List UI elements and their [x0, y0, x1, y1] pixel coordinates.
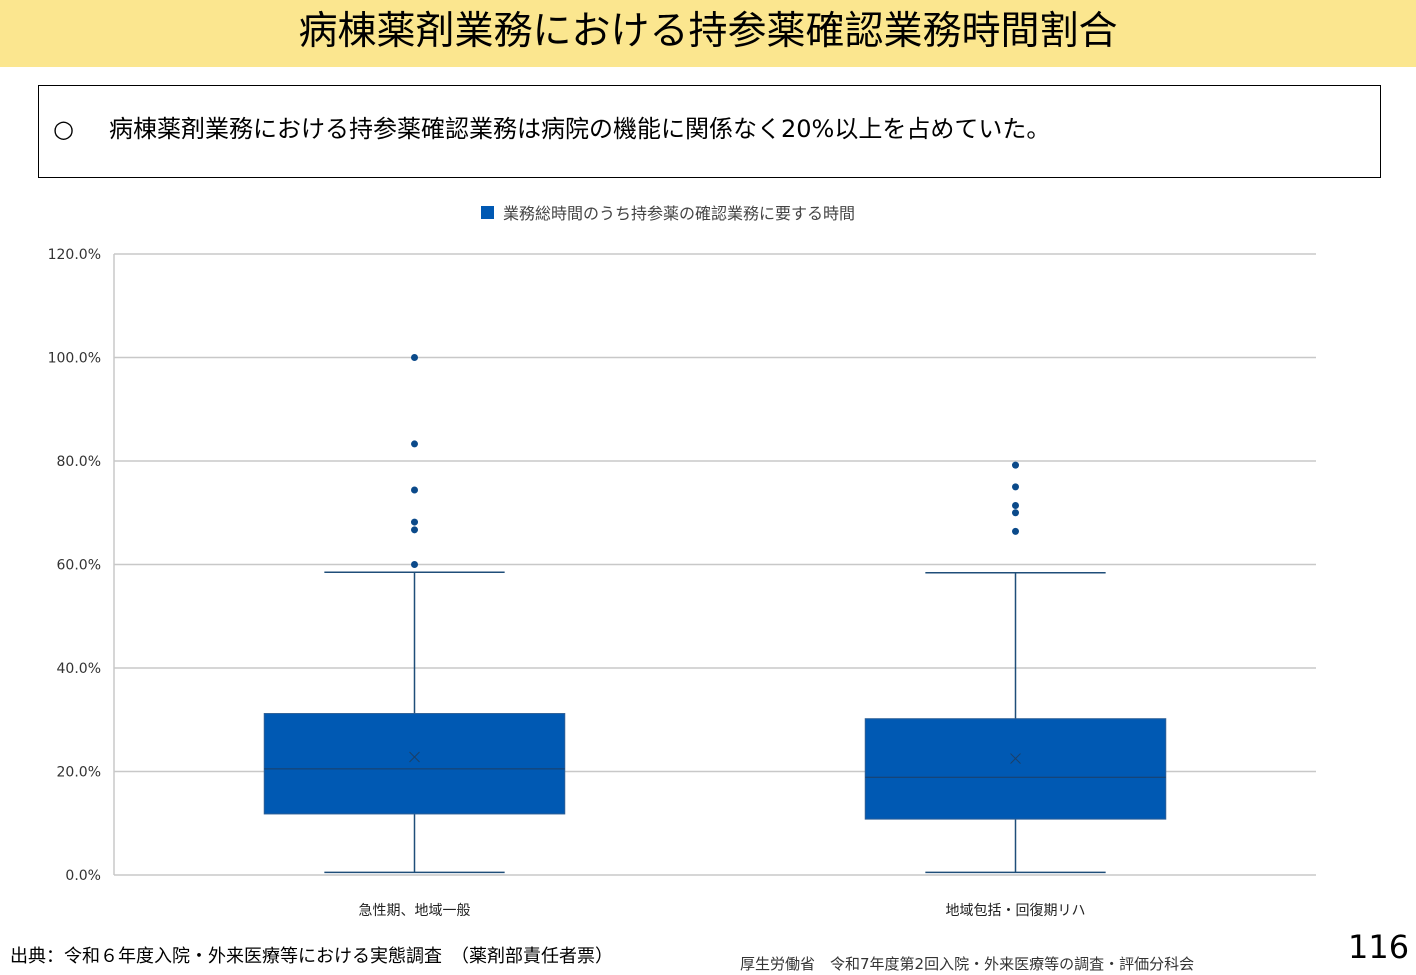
box-group	[864, 461, 1167, 874]
box-iqr	[263, 713, 566, 815]
y-axis-tick-labels: 120.0% 100.0% 80.0% 60.0% 40.0% 20.0% 0.0%	[48, 247, 101, 884]
summary-box: ○ 病棟薬剤業務における持参薬確認業務は病院の機能に関係なく20%以上を占めてい…	[38, 85, 1381, 178]
y-tick-label: 20.0%	[57, 765, 101, 781]
outlier-point	[411, 440, 418, 448]
page-number: 116	[1348, 928, 1410, 966]
page-title: 病棟薬剤業務における持参薬確認業務時間割合	[298, 9, 1118, 54]
y-tick-label: 80.0%	[57, 454, 101, 470]
summary-text: 病棟薬剤業務における持参薬確認業務は病院の機能に関係なく20%以上を占めていた。	[109, 115, 1051, 143]
legend-swatch	[481, 206, 494, 219]
boxplot-chart: 業務総時間のうち持参薬の確認業務に要する時間 120.0% 100.0% 80.0%…	[48, 204, 1316, 919]
box-series	[263, 354, 1167, 874]
box-iqr	[864, 718, 1167, 820]
y-tick-label: 40.0%	[57, 661, 101, 677]
box-group	[263, 354, 566, 874]
outlier-point	[411, 561, 418, 568]
outlier-point	[411, 526, 418, 534]
circle-bullet-icon: ○	[53, 115, 74, 143]
outlier-point	[411, 518, 418, 526]
organization-note: 厚生労働省 令和7年度第2回入院・外来医療等の調査・評価分科会	[740, 955, 1195, 973]
title-bar	[0, 0, 1416, 67]
gridlines	[113, 253, 1316, 876]
outlier-point	[1012, 509, 1019, 517]
legend-label: 業務総時間のうち持参薬の確認業務に要する時間	[503, 204, 855, 223]
x-tick-label: 地域包括・回復期リハ	[946, 902, 1086, 919]
y-tick-label: 0.0%	[65, 868, 101, 884]
outlier-point	[1012, 527, 1019, 535]
y-tick-label: 100.0%	[48, 351, 101, 367]
y-tick-label: 60.0%	[57, 558, 101, 574]
mean-marker	[409, 751, 420, 763]
y-tick-label: 120.0%	[48, 247, 101, 263]
source-note: 出典：令和６年度入院・外来医療等における実態調査 （薬剤部責任者票）	[10, 946, 613, 967]
legend: 業務総時間のうち持参薬の確認業務に要する時間	[481, 204, 855, 223]
x-axis-tick-labels: 急性期、地域一般 地域包括・回復期リハ	[359, 902, 1086, 919]
outlier-point	[1012, 502, 1019, 510]
outlier-point	[411, 354, 418, 361]
outlier-point	[1012, 461, 1019, 469]
outlier-point	[411, 486, 418, 494]
x-tick-label: 急性期、地域一般	[359, 903, 471, 919]
outlier-point	[1012, 483, 1019, 491]
mean-marker	[1010, 753, 1021, 764]
